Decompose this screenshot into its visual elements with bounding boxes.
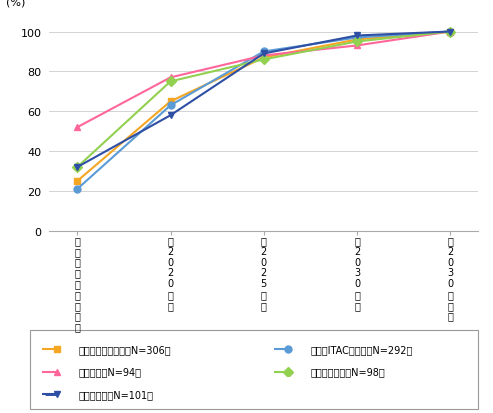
Text: (%): (%): [6, 0, 26, 8]
Text: ～
2
0
3
0
年
頃: ～ 2 0 3 0 年 頃: [354, 235, 360, 310]
Text: —: —: [44, 342, 57, 356]
Text: ～
2
0
3
0
年
以
降: ～ 2 0 3 0 年 以 降: [447, 235, 454, 321]
Text: イギリス企業（N=98）: イギリス企業（N=98）: [311, 367, 386, 377]
Text: 日本（ITAC）企業（N=292）: 日本（ITAC）企業（N=292）: [311, 344, 413, 354]
Text: —: —: [44, 365, 57, 378]
Text: ドイツ企業（N=101）: ドイツ企業（N=101）: [79, 389, 154, 399]
Text: ～
2
0
2
5
年
頃: ～ 2 0 2 5 年 頃: [261, 235, 267, 310]
Text: 既
に
顕
在
化
し
て
い
る: 既 に 顕 在 化 し て い る: [74, 235, 80, 332]
Text: 米国企業（N=94）: 米国企業（N=94）: [79, 367, 142, 377]
Text: —: —: [44, 388, 57, 401]
Text: 日本（一般）企業（N=306）: 日本（一般）企業（N=306）: [79, 344, 172, 354]
Text: ～
2
0
2
0
年
頃: ～ 2 0 2 0 年 頃: [168, 235, 174, 310]
